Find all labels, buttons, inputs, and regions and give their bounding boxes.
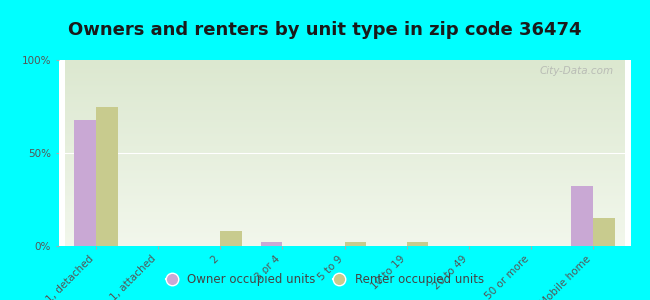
Bar	[407, 242, 428, 246]
Bar	[220, 231, 242, 246]
Bar	[74, 119, 96, 246]
Legend: Owner occupied units, Renter occupied units: Owner occupied units, Renter occupied un…	[161, 269, 489, 291]
Bar	[593, 218, 615, 246]
Bar	[96, 106, 118, 246]
Bar	[571, 187, 593, 246]
Text: City-Data.com: City-Data.com	[540, 66, 614, 76]
Bar	[344, 242, 366, 246]
Text: Owners and renters by unit type in zip code 36474: Owners and renters by unit type in zip c…	[68, 21, 582, 39]
Bar	[261, 242, 282, 246]
